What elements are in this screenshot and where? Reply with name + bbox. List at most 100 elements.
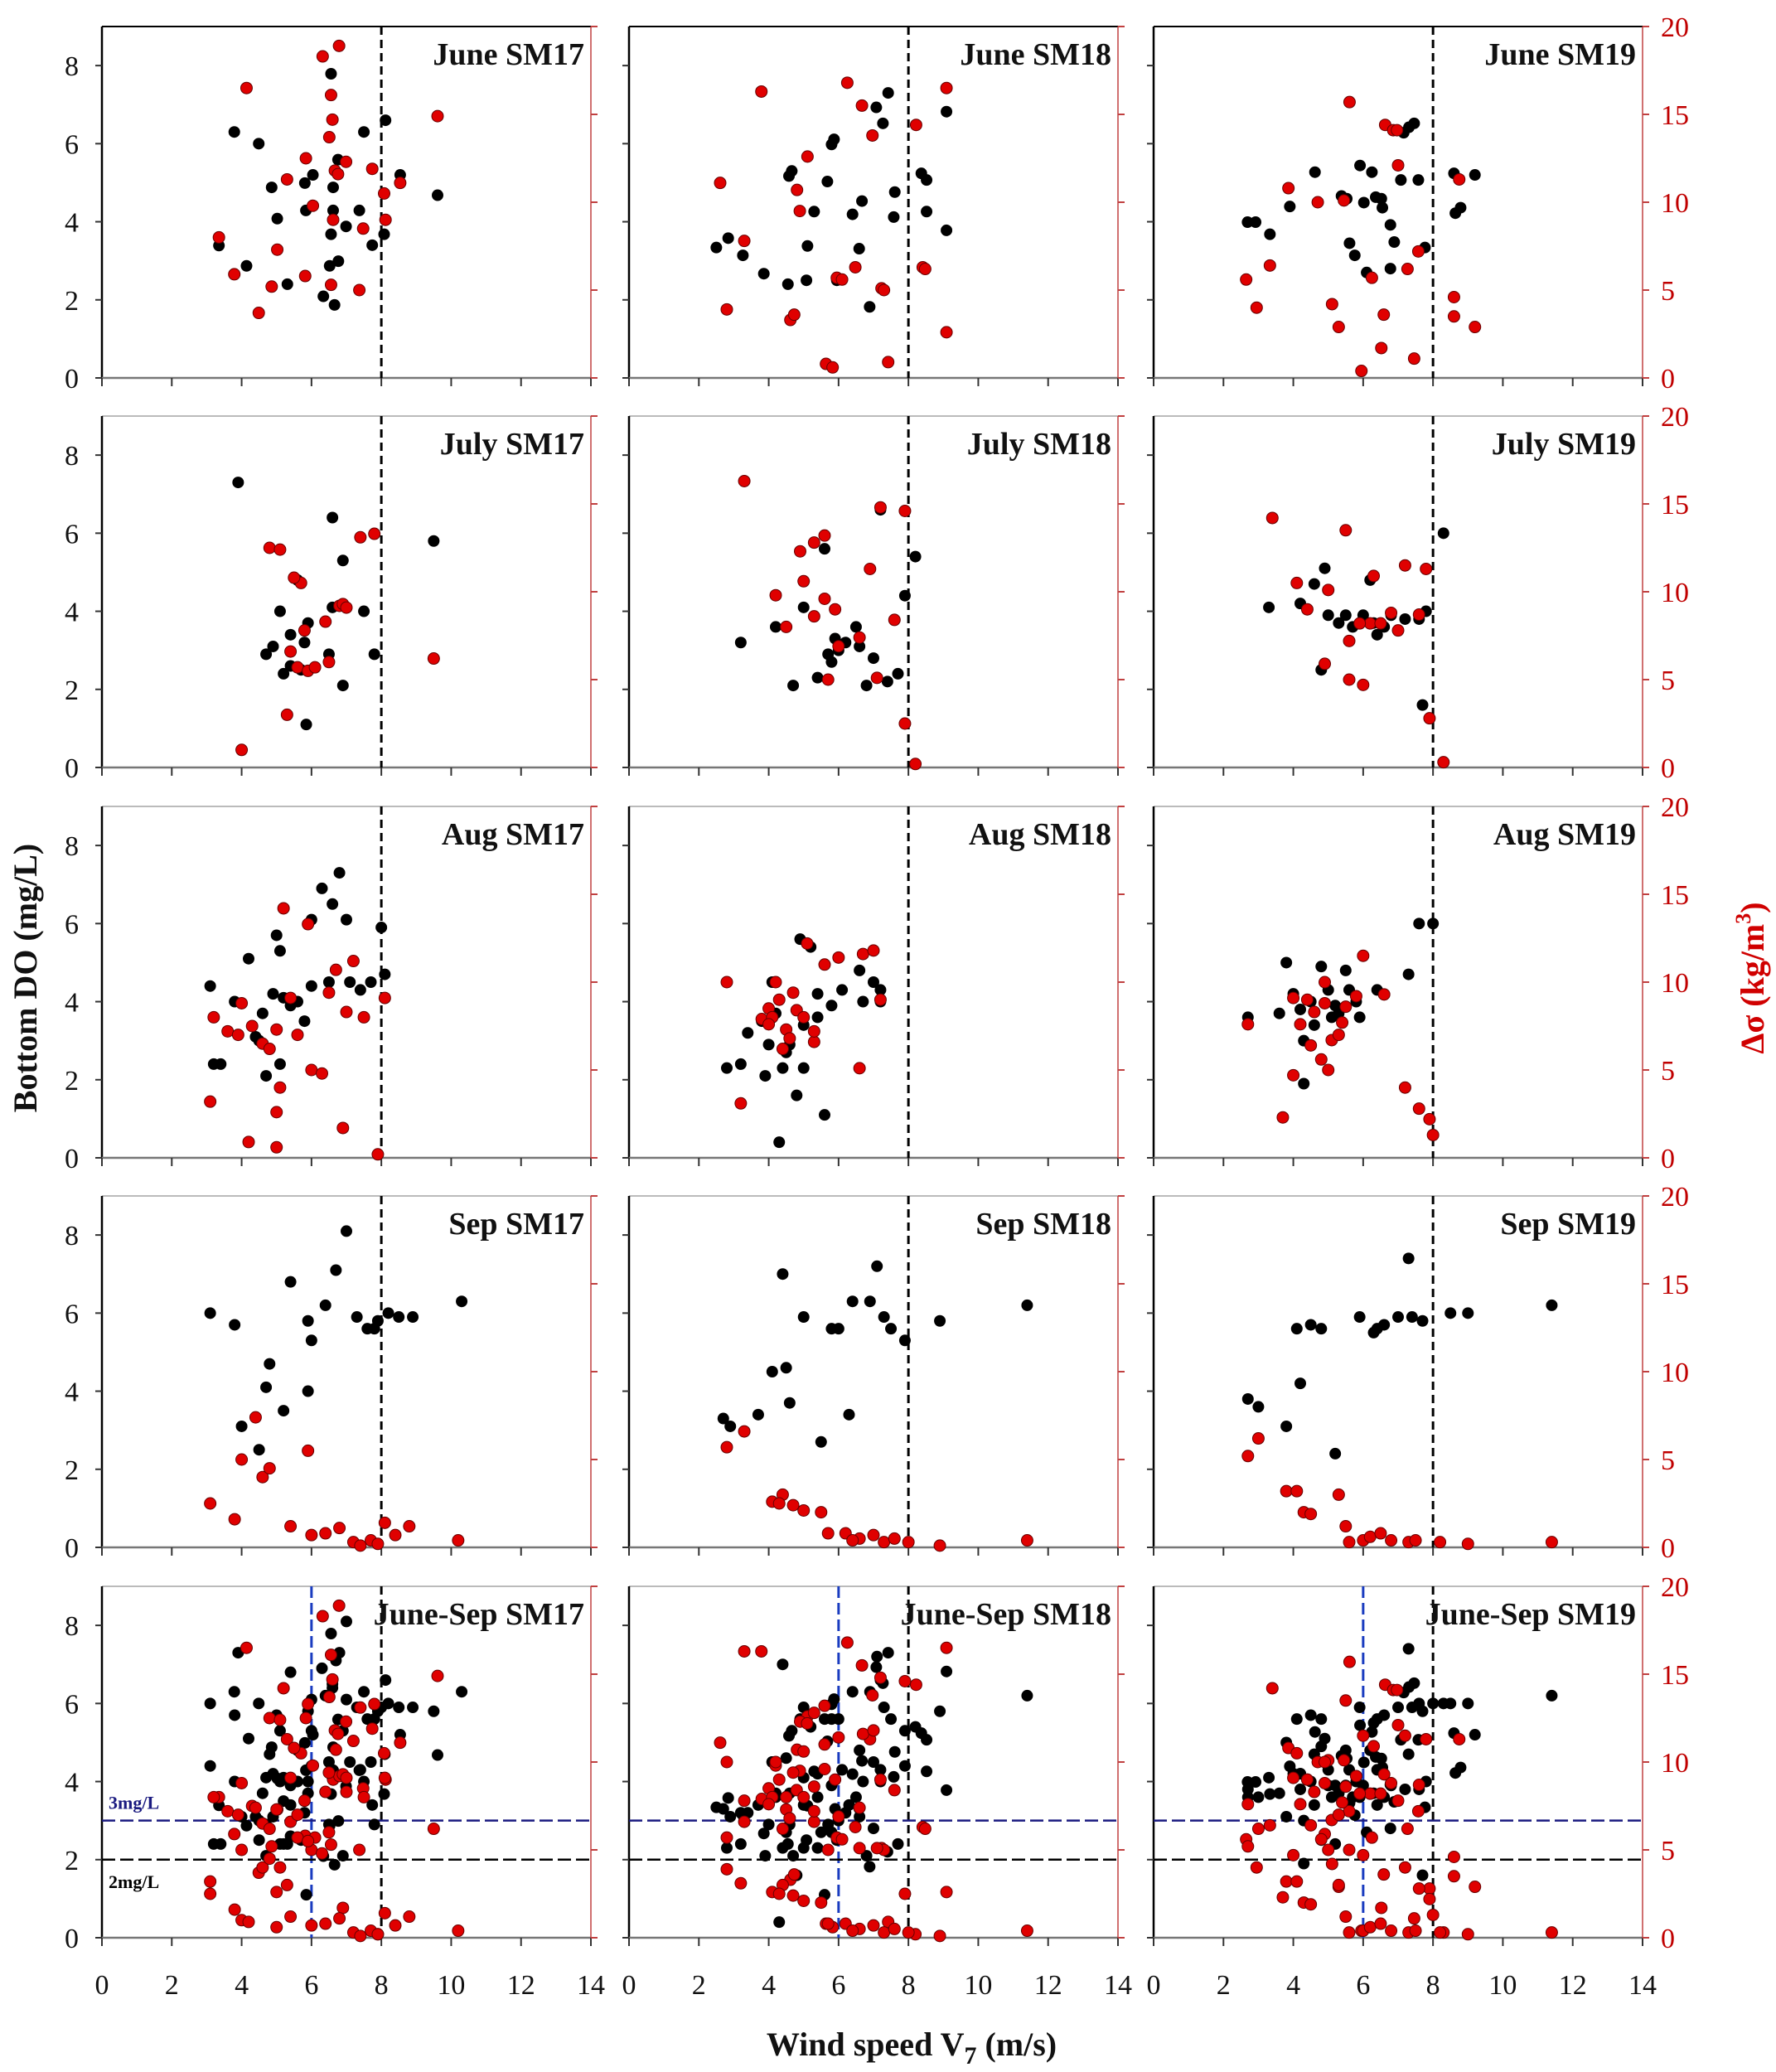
do-point — [892, 1837, 904, 1850]
do-point — [1353, 1702, 1366, 1714]
panel-sep-sm19: 0 5 10 15 20 Sep SM19 — [1147, 1182, 1689, 1564]
do-point — [298, 177, 311, 189]
dsigma-point — [786, 1766, 800, 1779]
dsigma-point — [280, 708, 293, 721]
dsigma-point — [378, 186, 391, 200]
do-point — [1408, 1677, 1420, 1689]
do-point — [336, 554, 349, 567]
dsigma-point — [1412, 1882, 1425, 1895]
do-point — [298, 1015, 311, 1028]
dsigma-point — [866, 128, 879, 142]
dsigma-point — [280, 1732, 293, 1745]
dsigma-point — [818, 1738, 831, 1751]
do-point — [1378, 1709, 1391, 1721]
do-point — [1280, 1420, 1293, 1432]
data-points — [212, 39, 444, 320]
dsigma-point — [870, 671, 883, 685]
y2-tick-label: 10 — [1661, 578, 1689, 608]
dsigma-point — [873, 1773, 887, 1786]
do-point — [762, 1038, 775, 1051]
dsigma-point — [909, 1678, 922, 1692]
do-point — [322, 1756, 335, 1768]
dsigma-point — [1401, 263, 1414, 276]
dsigma-point — [1357, 678, 1370, 691]
y2-tick-label: 10 — [1661, 968, 1689, 999]
dsigma-point — [1447, 290, 1460, 303]
dsigma-point — [1374, 1527, 1387, 1540]
dsigma-point — [738, 235, 751, 248]
dsigma-point — [1314, 1832, 1328, 1846]
x-tick-label: 0 — [1147, 1970, 1161, 2001]
dsigma-point — [772, 1773, 786, 1786]
do-point — [856, 1755, 869, 1767]
do-point — [1416, 699, 1429, 711]
data-points — [710, 76, 953, 374]
dsigma-point — [1461, 1928, 1474, 1941]
do-point — [742, 1027, 754, 1039]
dsigma-point — [1367, 1740, 1380, 1753]
do-point — [898, 1760, 911, 1772]
y-tick-label: 0 — [65, 1533, 79, 1564]
dsigma-point — [204, 1095, 217, 1108]
do-point — [1392, 1702, 1404, 1714]
do-point — [1371, 1798, 1383, 1811]
do-point — [770, 621, 782, 633]
dsigma-point — [1374, 1917, 1387, 1930]
do-point — [380, 114, 392, 127]
y2-tick-label: 5 — [1661, 1836, 1675, 1866]
do-point — [797, 1311, 810, 1324]
dsigma-point — [288, 571, 301, 584]
do-point — [267, 988, 279, 1000]
dsigma-point — [305, 1919, 318, 1932]
do-point — [811, 988, 824, 1000]
dsigma-point — [1241, 1840, 1255, 1853]
dsigma-point — [776, 1043, 789, 1056]
do-point — [888, 186, 901, 198]
do-point — [757, 268, 770, 280]
dsigma-point — [1319, 996, 1331, 1009]
panel-title-site: SM17 — [506, 427, 584, 462]
dsigma-point — [918, 263, 932, 276]
do-point — [1264, 1788, 1276, 1800]
do-point — [801, 274, 813, 287]
panel-title: July SM17 — [440, 427, 584, 462]
dsigma-point — [378, 1746, 391, 1760]
do-point — [228, 126, 240, 138]
dsigma-point — [346, 955, 360, 968]
dsigma-point — [1377, 1768, 1391, 1781]
dsigma-point — [832, 640, 845, 653]
panel-title-site: SM18 — [1033, 1207, 1111, 1242]
do-point — [278, 1405, 290, 1417]
dsigma-point — [1338, 1754, 1351, 1767]
do-point — [1406, 1702, 1418, 1714]
dsigma-point — [1374, 617, 1387, 630]
do-point — [909, 1721, 922, 1733]
do-point — [870, 101, 883, 114]
do-point — [204, 980, 216, 992]
do-point — [332, 255, 345, 268]
do-point — [854, 964, 866, 976]
do-point — [305, 980, 317, 992]
do-point — [330, 1264, 342, 1276]
dsigma-point — [1287, 1068, 1300, 1082]
do-point — [1546, 1299, 1558, 1311]
dsigma-point — [302, 1697, 315, 1711]
dsigma-point — [322, 1766, 336, 1779]
do-point — [1250, 1776, 1262, 1789]
do-point — [1308, 578, 1320, 590]
do-point — [284, 1666, 297, 1678]
dsigma-point — [801, 1716, 814, 1730]
x-axis-label-sub: 7 — [964, 2042, 976, 2070]
do-point — [1445, 1307, 1457, 1319]
do-point — [857, 1775, 869, 1788]
do-point — [773, 1136, 786, 1149]
panel-title-site: SM17 — [506, 37, 584, 72]
do-point — [1294, 1003, 1306, 1015]
dsigma-point — [1339, 1694, 1353, 1707]
dsigma-point — [228, 1903, 241, 1916]
dsigma-point — [242, 1915, 255, 1929]
do-point — [821, 176, 834, 188]
do-point — [1375, 192, 1387, 205]
dsigma-point — [720, 1862, 733, 1876]
dsigma-point — [235, 1776, 249, 1789]
